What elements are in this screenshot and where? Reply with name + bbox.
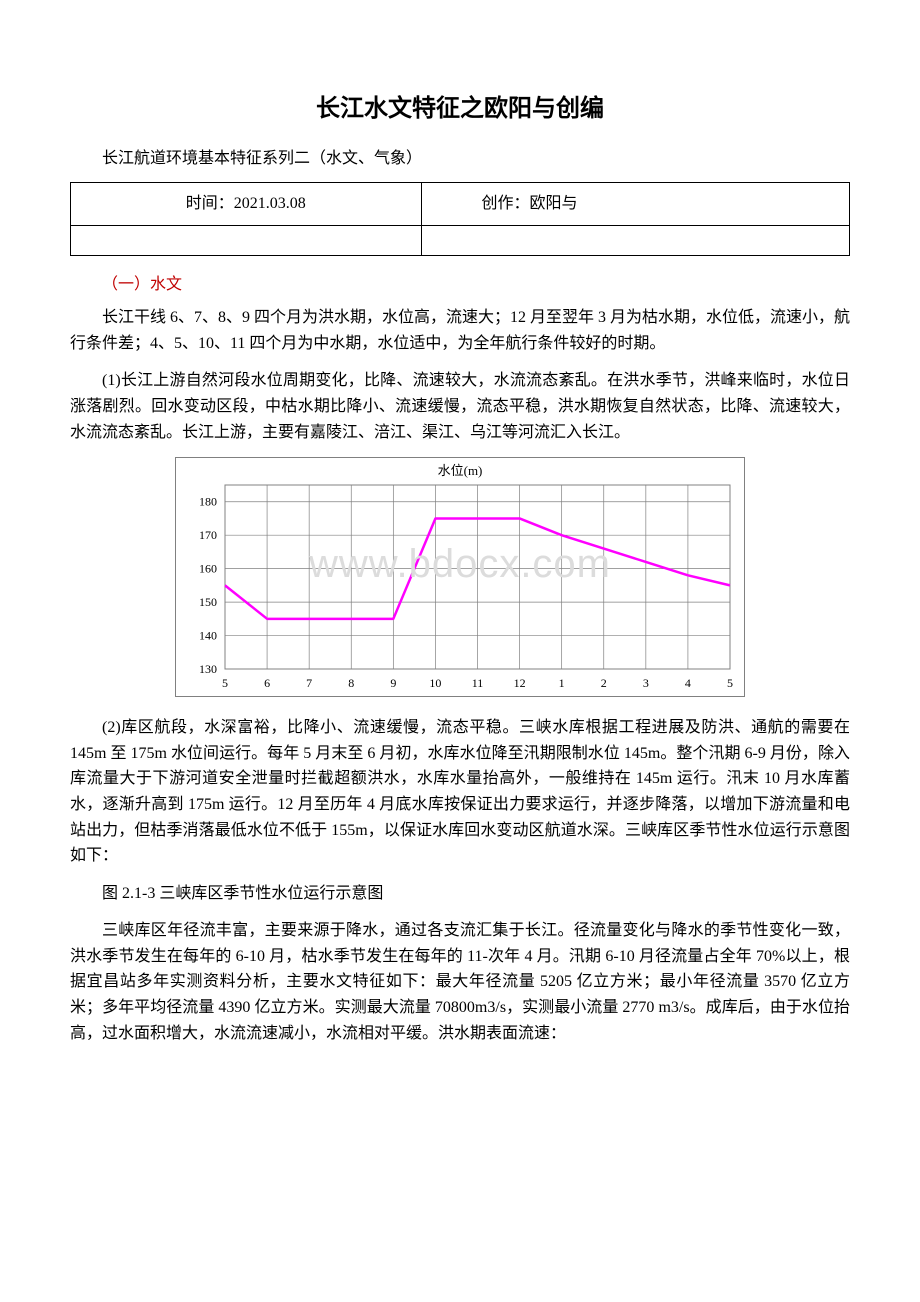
- water-level-chart: 水位(m)1301401501601701805678910111212345: [175, 457, 745, 697]
- svg-text:12: 12: [514, 676, 526, 690]
- svg-text:8: 8: [348, 676, 354, 690]
- paragraph: 长江干线 6、7、8、9 四个月为洪水期，水位高，流速大；12 月至翌年 3 月…: [70, 305, 850, 356]
- svg-text:3: 3: [643, 676, 649, 690]
- time-cell: 时间：2021.03.08: [71, 182, 422, 225]
- svg-text:9: 9: [390, 676, 396, 690]
- svg-text:1: 1: [559, 676, 565, 690]
- empty-cell: [71, 225, 422, 255]
- svg-text:7: 7: [306, 676, 312, 690]
- chart-container: www.bdocx.com 水位(m)130140150160170180567…: [175, 457, 745, 697]
- author-cell: 创作：欧阳与: [421, 182, 849, 225]
- paragraph: 三峡库区年径流丰富，主要来源于降水，通过各支流汇集于长江。径流量变化与降水的季节…: [70, 918, 850, 1046]
- svg-text:160: 160: [199, 562, 217, 576]
- page-title: 长江水文特征之欧阳与创编: [70, 90, 850, 128]
- paragraph: (2)库区航段，水深富裕，比降小、流速缓慢，流态平稳。三峡水库根据工程进展及防洪…: [70, 715, 850, 869]
- svg-text:水位(m): 水位(m): [438, 463, 483, 478]
- section-heading: （一）水文: [70, 272, 850, 298]
- svg-text:5: 5: [727, 676, 733, 690]
- svg-text:11: 11: [472, 676, 484, 690]
- chart-caption: 图 2.1-3 三峡库区季节性水位运行示意图: [70, 881, 850, 907]
- svg-text:10: 10: [429, 676, 441, 690]
- svg-text:140: 140: [199, 629, 217, 643]
- table-row: [71, 225, 850, 255]
- paragraph: (1)长江上游自然河段水位周期变化，比降、流速较大，水流流态紊乱。在洪水季节，洪…: [70, 368, 850, 445]
- svg-text:130: 130: [199, 662, 217, 676]
- svg-text:2: 2: [601, 676, 607, 690]
- svg-text:150: 150: [199, 595, 217, 609]
- meta-table: 时间：2021.03.08 创作：欧阳与: [70, 182, 850, 256]
- svg-text:4: 4: [685, 676, 691, 690]
- subtitle-text: 长江航道环境基本特征系列二（水文、气象）: [70, 146, 850, 172]
- svg-text:180: 180: [199, 495, 217, 509]
- svg-text:5: 5: [222, 676, 228, 690]
- svg-text:170: 170: [199, 528, 217, 542]
- empty-cell: [421, 225, 849, 255]
- table-row: 时间：2021.03.08 创作：欧阳与: [71, 182, 850, 225]
- svg-text:6: 6: [264, 676, 270, 690]
